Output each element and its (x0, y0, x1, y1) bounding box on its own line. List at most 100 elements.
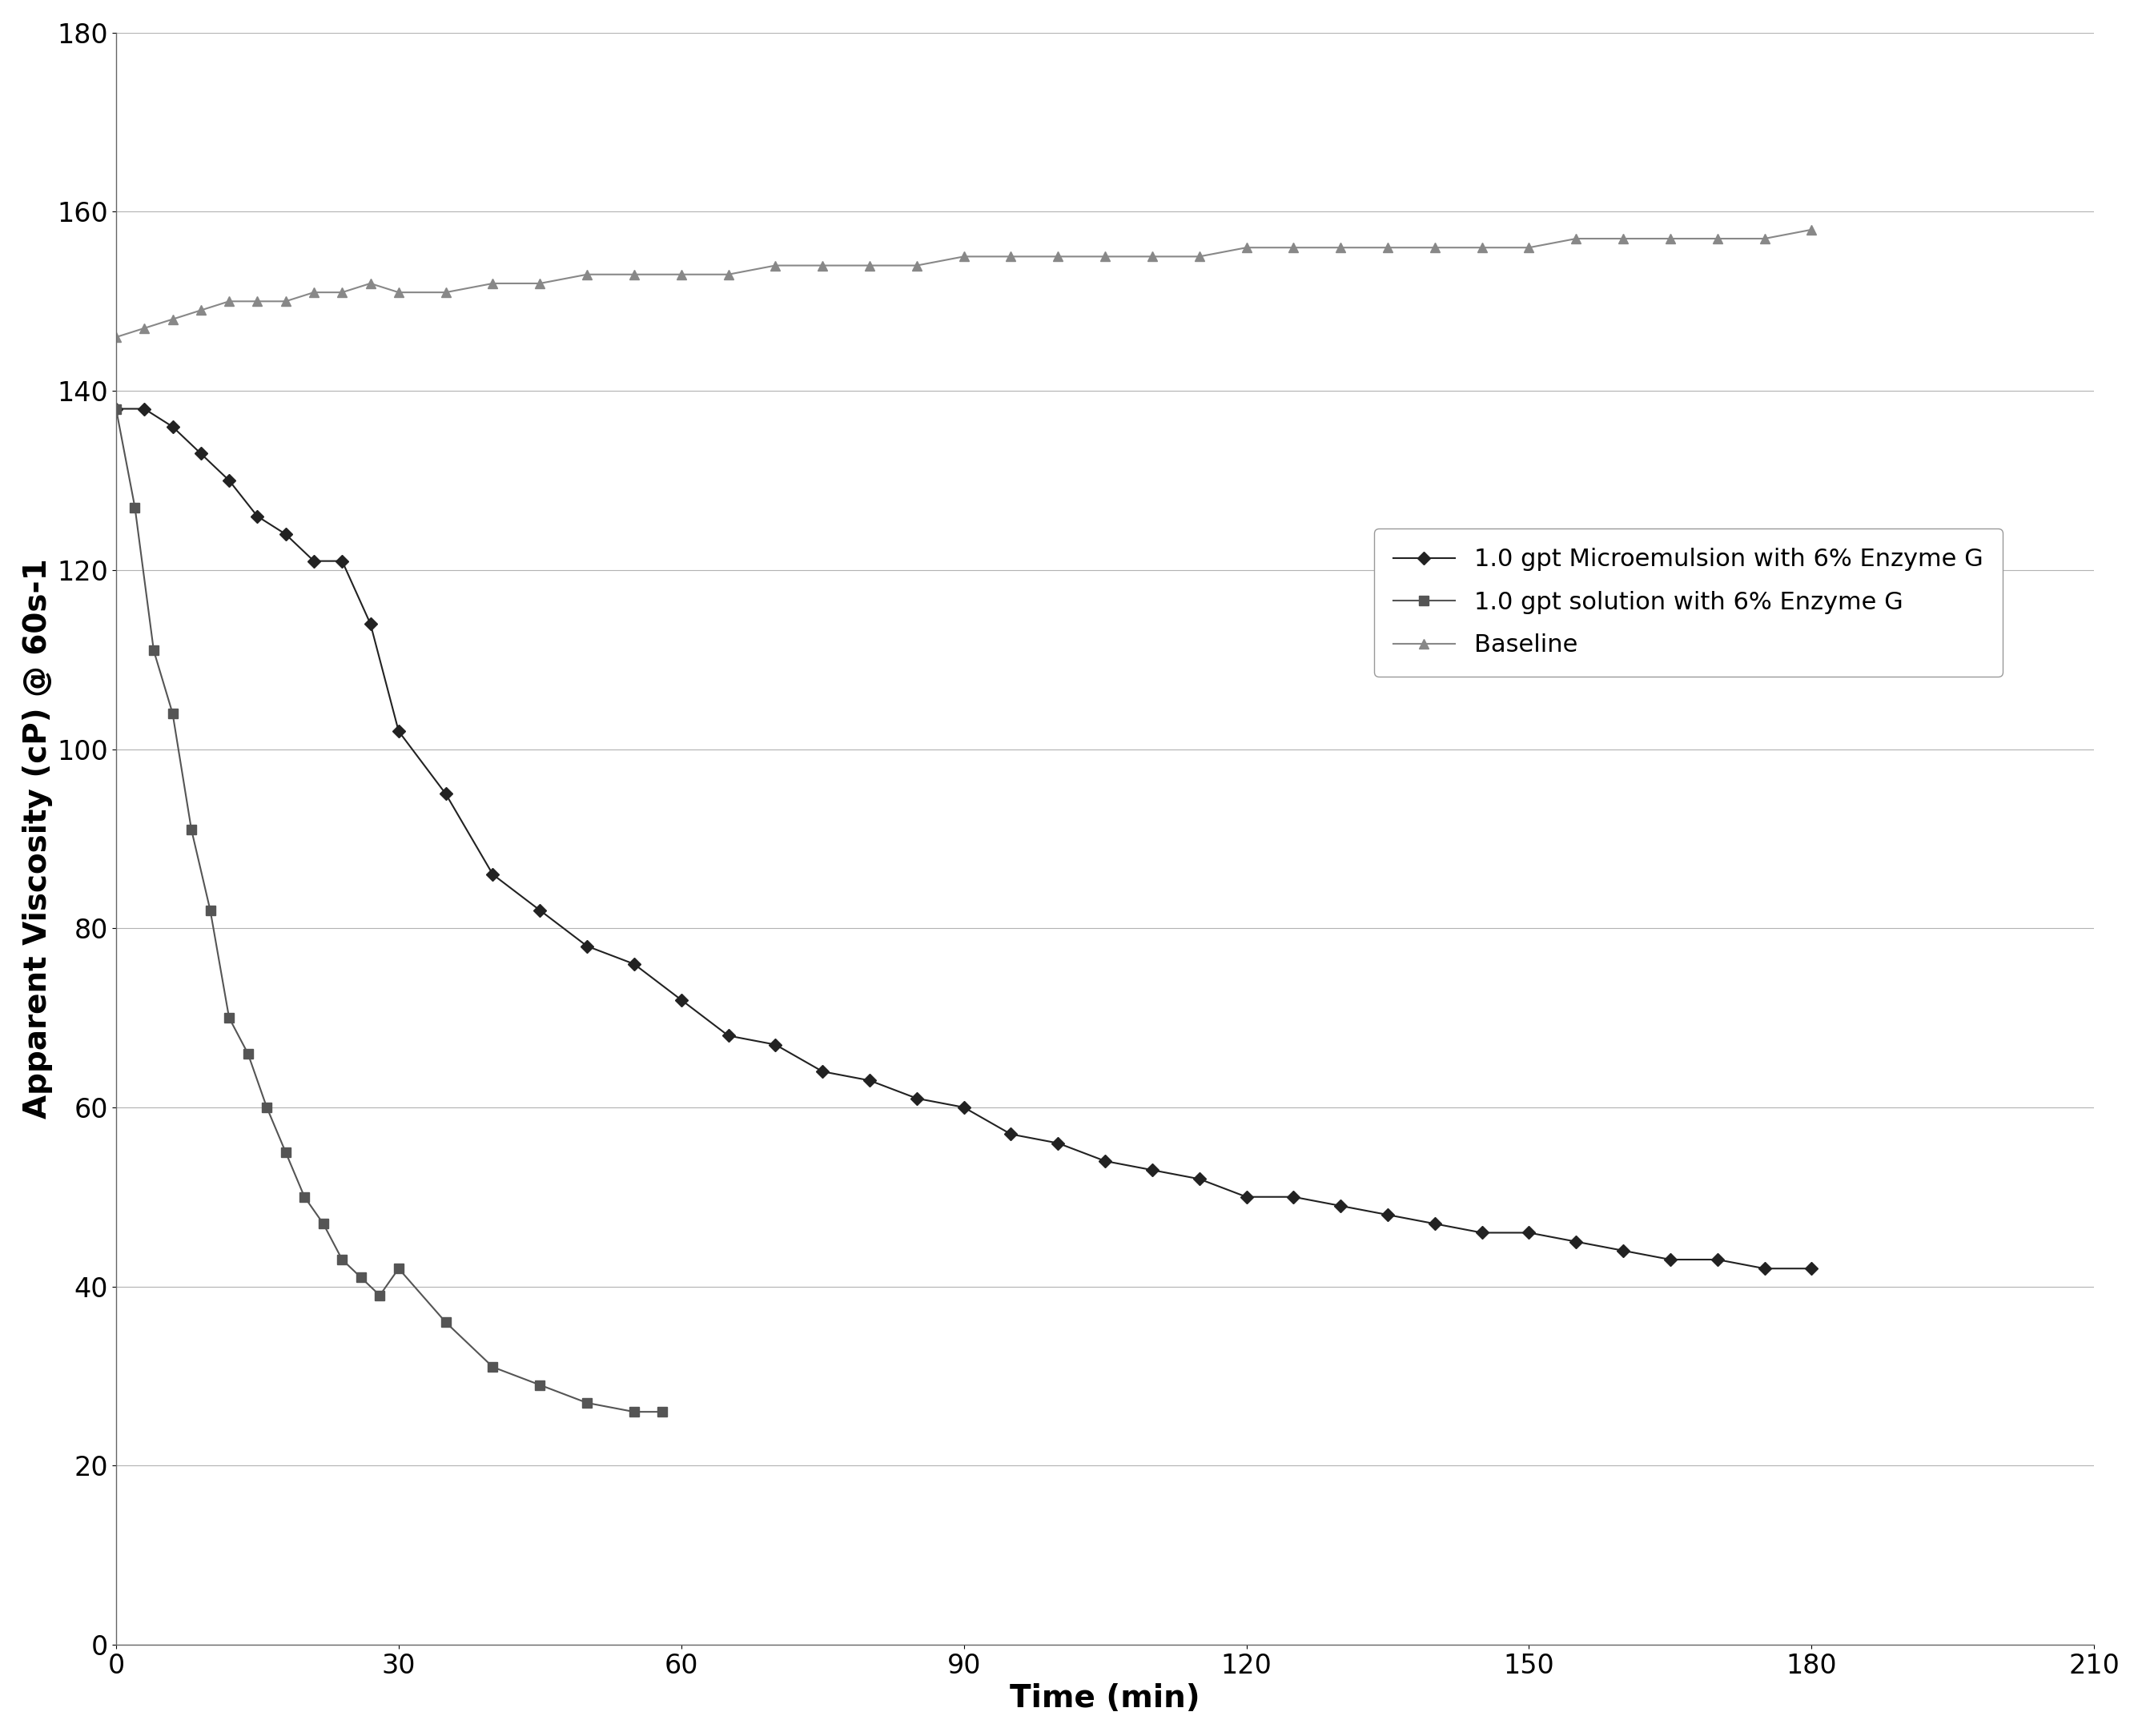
1.0 gpt Microemulsion with 6% Enzyme G (272, 524, 298, 545)
Baseline (1045, 247, 1071, 267)
Baseline (330, 281, 356, 302)
Legend: 1.0 gpt Microemulsion with 6% Enzyme G, 1.0 gpt solution with 6% Enzyme G, Basel: 1.0 gpt Microemulsion with 6% Enzyme G, … (1373, 528, 2003, 677)
Baseline (715, 264, 741, 285)
Baseline (244, 292, 270, 312)
1.0 gpt Microemulsion with 6% Enzyme G (131, 398, 156, 418)
Baseline (998, 247, 1024, 267)
Y-axis label: Apparent Viscosity (cP) @ 60s-1: Apparent Viscosity (cP) @ 60s-1 (21, 559, 54, 1118)
1.0 gpt Microemulsion with 6% Enzyme G (668, 990, 694, 1010)
1.0 gpt solution with 6% Enzyme G (649, 1401, 675, 1422)
1.0 gpt solution with 6% Enzyme G (527, 1375, 553, 1396)
1.0 gpt solution with 6% Enzyme G (272, 1142, 298, 1163)
X-axis label: Time (min): Time (min) (1011, 1684, 1200, 1713)
1.0 gpt Microemulsion with 6% Enzyme G (574, 936, 600, 957)
Baseline (103, 326, 129, 347)
Baseline (272, 292, 298, 312)
1.0 gpt Microemulsion with 6% Enzyme G (1328, 1196, 1354, 1217)
1.0 gpt solution with 6% Enzyme G (574, 1392, 600, 1413)
1.0 gpt Microemulsion with 6% Enzyme G (715, 1026, 741, 1047)
Baseline (131, 318, 156, 339)
Baseline (1328, 238, 1354, 259)
1.0 gpt Microemulsion with 6% Enzyme G (1234, 1186, 1259, 1207)
1.0 gpt Microemulsion with 6% Enzyme G (161, 417, 186, 437)
1.0 gpt Microemulsion with 6% Enzyme G (1564, 1231, 1589, 1252)
1.0 gpt solution with 6% Enzyme G (236, 1043, 261, 1064)
Baseline (527, 273, 553, 293)
1.0 gpt Microemulsion with 6% Enzyme G (188, 443, 214, 464)
1.0 gpt Microemulsion with 6% Enzyme G (951, 1097, 977, 1118)
Baseline (1281, 238, 1307, 259)
Line: 1.0 gpt solution with 6% Enzyme G: 1.0 gpt solution with 6% Enzyme G (111, 404, 666, 1417)
Baseline (188, 300, 214, 321)
1.0 gpt Microemulsion with 6% Enzyme G (1705, 1250, 1731, 1271)
Baseline (857, 255, 883, 276)
1.0 gpt solution with 6% Enzyme G (197, 899, 223, 920)
Baseline (1092, 247, 1118, 267)
Baseline (1469, 238, 1495, 259)
1.0 gpt solution with 6% Enzyme G (480, 1356, 506, 1377)
1.0 gpt Microemulsion with 6% Enzyme G (1799, 1259, 1825, 1279)
1.0 gpt solution with 6% Enzyme G (255, 1097, 281, 1118)
1.0 gpt solution with 6% Enzyme G (178, 819, 203, 840)
1.0 gpt Microemulsion with 6% Enzyme G (904, 1088, 930, 1109)
Baseline (1611, 227, 1636, 248)
1.0 gpt Microemulsion with 6% Enzyme G (480, 865, 506, 885)
Baseline (951, 247, 977, 267)
Baseline (1564, 227, 1589, 248)
Baseline (1422, 238, 1448, 259)
1.0 gpt Microemulsion with 6% Enzyme G (216, 470, 242, 491)
Baseline (763, 255, 788, 276)
Baseline (1140, 247, 1165, 267)
Baseline (810, 255, 835, 276)
1.0 gpt Microemulsion with 6% Enzyme G (1469, 1222, 1495, 1243)
Baseline (574, 264, 600, 285)
Baseline (302, 281, 328, 302)
Baseline (1799, 219, 1825, 240)
Baseline (1375, 238, 1401, 259)
Baseline (904, 255, 930, 276)
Baseline (161, 309, 186, 330)
1.0 gpt Microemulsion with 6% Enzyme G (302, 550, 328, 571)
1.0 gpt Microemulsion with 6% Enzyme G (1752, 1259, 1778, 1279)
1.0 gpt Microemulsion with 6% Enzyme G (358, 613, 383, 634)
1.0 gpt Microemulsion with 6% Enzyme G (763, 1035, 788, 1055)
1.0 gpt solution with 6% Enzyme G (330, 1250, 356, 1271)
1.0 gpt solution with 6% Enzyme G (621, 1401, 647, 1422)
1.0 gpt Microemulsion with 6% Enzyme G (1092, 1151, 1118, 1172)
1.0 gpt Microemulsion with 6% Enzyme G (857, 1069, 883, 1090)
1.0 gpt solution with 6% Enzyme G (386, 1259, 411, 1279)
Baseline (1517, 238, 1542, 259)
Baseline (216, 292, 242, 312)
1.0 gpt Microemulsion with 6% Enzyme G (1422, 1213, 1448, 1234)
Baseline (480, 273, 506, 293)
1.0 gpt solution with 6% Enzyme G (122, 496, 148, 517)
1.0 gpt Microemulsion with 6% Enzyme G (433, 783, 458, 804)
1.0 gpt Microemulsion with 6% Enzyme G (998, 1123, 1024, 1144)
1.0 gpt Microemulsion with 6% Enzyme G (244, 505, 270, 526)
1.0 gpt Microemulsion with 6% Enzyme G (621, 953, 647, 974)
Baseline (358, 273, 383, 293)
1.0 gpt Microemulsion with 6% Enzyme G (1140, 1160, 1165, 1180)
Baseline (1752, 227, 1778, 248)
1.0 gpt Microemulsion with 6% Enzyme G (386, 720, 411, 741)
1.0 gpt solution with 6% Enzyme G (291, 1186, 317, 1207)
1.0 gpt Microemulsion with 6% Enzyme G (1281, 1186, 1307, 1207)
Line: 1.0 gpt Microemulsion with 6% Enzyme G: 1.0 gpt Microemulsion with 6% Enzyme G (111, 404, 1816, 1272)
Baseline (621, 264, 647, 285)
1.0 gpt Microemulsion with 6% Enzyme G (1045, 1132, 1071, 1153)
1.0 gpt Microemulsion with 6% Enzyme G (1611, 1240, 1636, 1260)
Baseline (1705, 227, 1731, 248)
1.0 gpt solution with 6% Enzyme G (161, 703, 186, 724)
Baseline (433, 281, 458, 302)
1.0 gpt solution with 6% Enzyme G (433, 1312, 458, 1333)
1.0 gpt Microemulsion with 6% Enzyme G (1187, 1168, 1212, 1189)
Line: Baseline: Baseline (111, 224, 1816, 342)
1.0 gpt Microemulsion with 6% Enzyme G (1375, 1205, 1401, 1226)
Baseline (386, 281, 411, 302)
1.0 gpt solution with 6% Enzyme G (103, 398, 129, 418)
1.0 gpt solution with 6% Enzyme G (141, 641, 167, 661)
1.0 gpt Microemulsion with 6% Enzyme G (103, 398, 129, 418)
Baseline (668, 264, 694, 285)
1.0 gpt solution with 6% Enzyme G (311, 1213, 336, 1234)
1.0 gpt Microemulsion with 6% Enzyme G (330, 550, 356, 571)
